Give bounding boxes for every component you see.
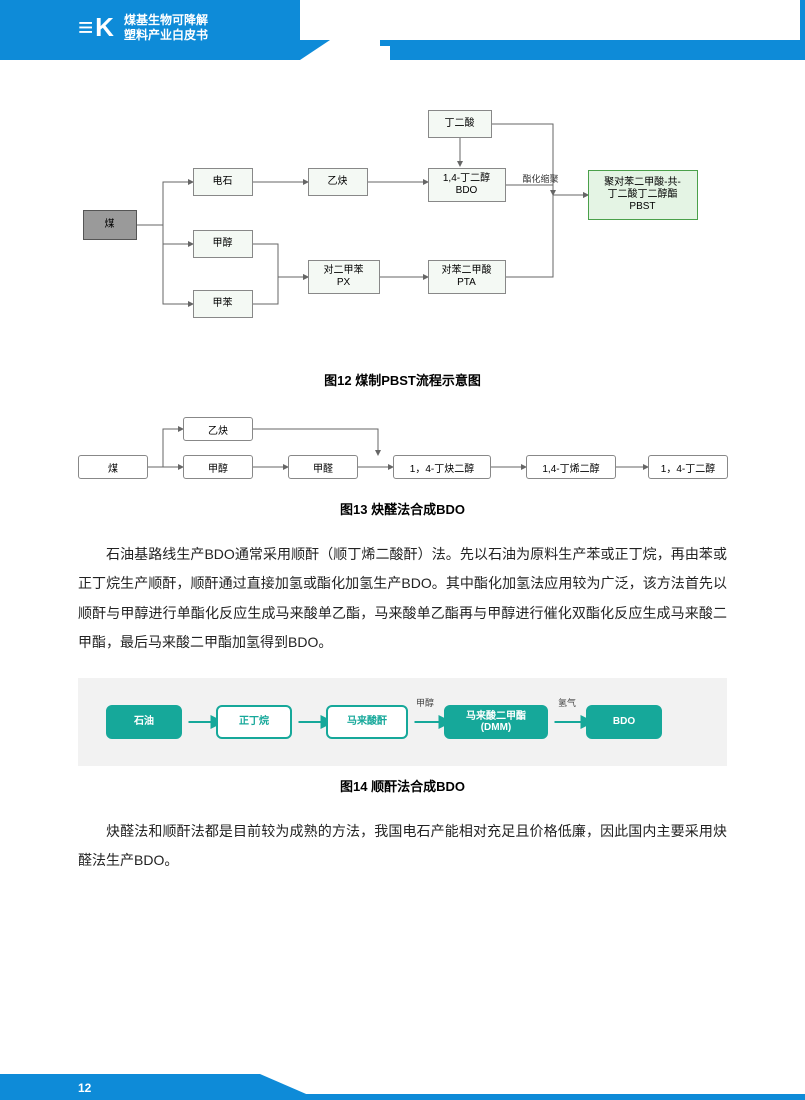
figure-12-flowchart: 酯化缩聚 煤 电石甲醇甲苯 乙炔对二甲苯PX 丁二酸 1,4-丁二醇BDO 对苯二甲酸PT… (83, 100, 723, 360)
fig12-node-meoh: 甲醇 (193, 230, 253, 258)
fig13-node-coal: 煤 (78, 455, 148, 479)
figure-14-container: 甲醇 氢气 石油正丁烷马来酸酐 马来酸二甲酯(DMM) BDO (78, 678, 727, 766)
label-methanol: 甲醇 (416, 696, 434, 709)
fig12-node-pta: 对苯二甲酸PTA (428, 260, 506, 294)
fig12-node-bda: 丁二酸 (428, 110, 492, 138)
label-hydrogen: 氢气 (558, 696, 576, 709)
fig13-node-meoh: 甲醇 (183, 455, 253, 479)
fig13-node-c2h2: 乙炔 (183, 417, 253, 441)
logo-title-2: 塑料产业白皮书 (124, 28, 208, 43)
figure-12-caption: 图12 煤制PBST流程示意图 (78, 370, 727, 389)
logo: ≡K 煤基生物可降解 塑料产业白皮书 (78, 12, 208, 43)
page-footer: 12 (0, 1056, 805, 1100)
figure-13-flowchart: 煤 乙炔甲醇 甲醛 1，4-丁炔二醇 1,4-丁烯二醇 1，4-丁二醇 (78, 411, 728, 491)
figure-14-flowchart: 甲醇 氢气 石油正丁烷马来酸酐马来酸二甲酯(DMM)BDO (96, 700, 709, 744)
fig14-node-ma: 马来酸酐 (326, 705, 408, 739)
figure-13-caption: 图13 炔醛法合成BDO (78, 499, 727, 518)
fig14-node-oil: 石油 (106, 705, 182, 739)
edge-label-esterification: 酯化缩聚 (523, 172, 559, 185)
fig12-node-px: 对二甲苯PX (308, 260, 380, 294)
figure-14-caption: 图14 顺酐法合成BDO (78, 776, 727, 795)
fig12-node-tol: 甲苯 (193, 290, 253, 318)
fig12-node-coal: 煤 (83, 210, 137, 240)
paragraph-1: 石油基路线生产BDO通常采用顺酐（顺丁烯二酸酐）法。先以石油为原料生产苯或正丁烷… (78, 540, 727, 658)
paragraph-2: 炔醛法和顺酐法都是目前较为成熟的方法，我国电石产能相对充足且价格低廉，因此国内主… (78, 817, 727, 876)
page-header: ≡K 煤基生物可降解 塑料产业白皮书 (0, 0, 805, 60)
logo-mark: ≡K (78, 12, 116, 43)
fig12-node-pbst: 聚对苯二甲酸-共-丁二酸丁二醇酯PBST (588, 170, 698, 220)
fig14-node-bdo: BDO (586, 705, 662, 739)
fig12-node-cac: 电石 (193, 168, 253, 196)
fig12-node-c2h2: 乙炔 (308, 168, 368, 196)
fig13-node-ch2o: 甲醛 (288, 455, 358, 479)
fig12-node-bdo: 1,4-丁二醇BDO (428, 168, 506, 202)
fig13-node-bd3: 1，4-丁二醇 (648, 455, 728, 479)
fig14-node-dmm: 马来酸二甲酯(DMM) (444, 705, 548, 739)
fig13-node-bd2: 1,4-丁烯二醇 (526, 455, 616, 479)
fig13-node-bd1: 1，4-丁炔二醇 (393, 455, 491, 479)
page-number: 12 (78, 1081, 91, 1095)
logo-title-1: 煤基生物可降解 (124, 13, 208, 28)
fig14-node-nbut: 正丁烷 (216, 705, 292, 739)
